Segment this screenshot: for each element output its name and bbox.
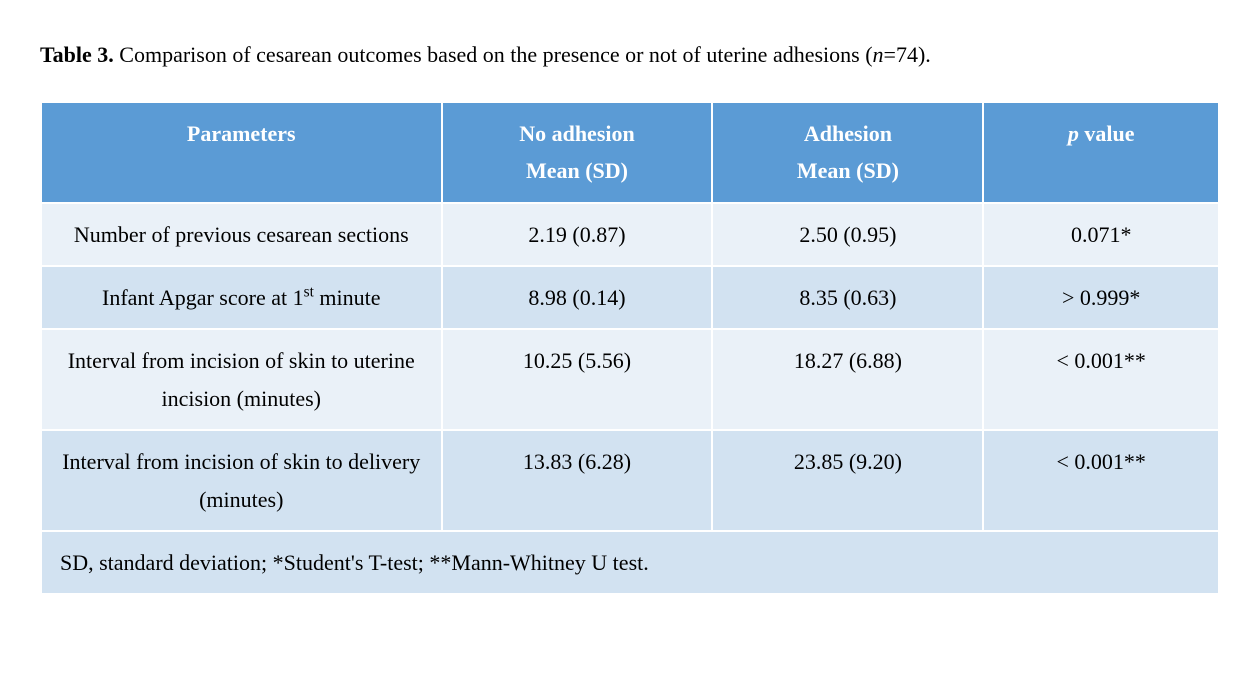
- table-caption: Table 3. Comparison of cesarean outcomes…: [40, 40, 1220, 71]
- col-parameters: Parameters: [41, 102, 442, 203]
- table-row: Interval from incision of skin to uterin…: [41, 329, 1219, 430]
- caption-text-1: Comparison of cesarean outcomes based on…: [114, 42, 873, 67]
- col-no-adhesion-label: No adhesion: [519, 121, 635, 146]
- table-header-row: Parameters No adhesion Mean (SD) Adhesio…: [41, 102, 1219, 203]
- cell-no-adhesion: 2.19 (0.87): [442, 203, 713, 266]
- cell-adhesion: 8.35 (0.63): [712, 266, 983, 329]
- cell-parameter: Infant Apgar score at 1st minute: [41, 266, 442, 329]
- cell-no-adhesion: 10.25 (5.56): [442, 329, 713, 430]
- cell-p-value: < 0.001**: [983, 329, 1219, 430]
- table-body: Number of previous cesarean sections2.19…: [41, 203, 1219, 595]
- table-footnote-row: SD, standard deviation; *Student's T-tes…: [41, 531, 1219, 594]
- col-no-adhesion: No adhesion Mean (SD): [442, 102, 713, 203]
- col-p-value: p value: [983, 102, 1219, 203]
- col-adhesion: Adhesion Mean (SD): [712, 102, 983, 203]
- cell-adhesion: 2.50 (0.95): [712, 203, 983, 266]
- col-p-label-italic: p: [1068, 121, 1079, 146]
- cell-adhesion: 23.85 (9.20): [712, 430, 983, 531]
- table-row: Infant Apgar score at 1st minute8.98 (0.…: [41, 266, 1219, 329]
- col-p-label-rest: value: [1079, 121, 1135, 146]
- caption-text-2: =74).: [884, 42, 931, 67]
- cell-adhesion: 18.27 (6.88): [712, 329, 983, 430]
- caption-label: Table 3.: [40, 42, 114, 67]
- col-parameters-label: Parameters: [187, 121, 296, 146]
- caption-n: n: [873, 42, 884, 67]
- cell-parameter: Interval from incision of skin to delive…: [41, 430, 442, 531]
- cell-p-value: 0.071*: [983, 203, 1219, 266]
- table-row: Number of previous cesarean sections2.19…: [41, 203, 1219, 266]
- col-no-adhesion-sub: Mean (SD): [453, 152, 702, 189]
- col-adhesion-label: Adhesion: [804, 121, 892, 146]
- cell-parameter: Interval from incision of skin to uterin…: [41, 329, 442, 430]
- col-adhesion-sub: Mean (SD): [723, 152, 972, 189]
- cell-no-adhesion: 8.98 (0.14): [442, 266, 713, 329]
- cell-parameter: Number of previous cesarean sections: [41, 203, 442, 266]
- outcomes-table: Parameters No adhesion Mean (SD) Adhesio…: [40, 101, 1220, 596]
- table-row: Interval from incision of skin to delive…: [41, 430, 1219, 531]
- cell-p-value: > 0.999*: [983, 266, 1219, 329]
- table-footnote: SD, standard deviation; *Student's T-tes…: [41, 531, 1219, 594]
- cell-p-value: < 0.001**: [983, 430, 1219, 531]
- cell-no-adhesion: 13.83 (6.28): [442, 430, 713, 531]
